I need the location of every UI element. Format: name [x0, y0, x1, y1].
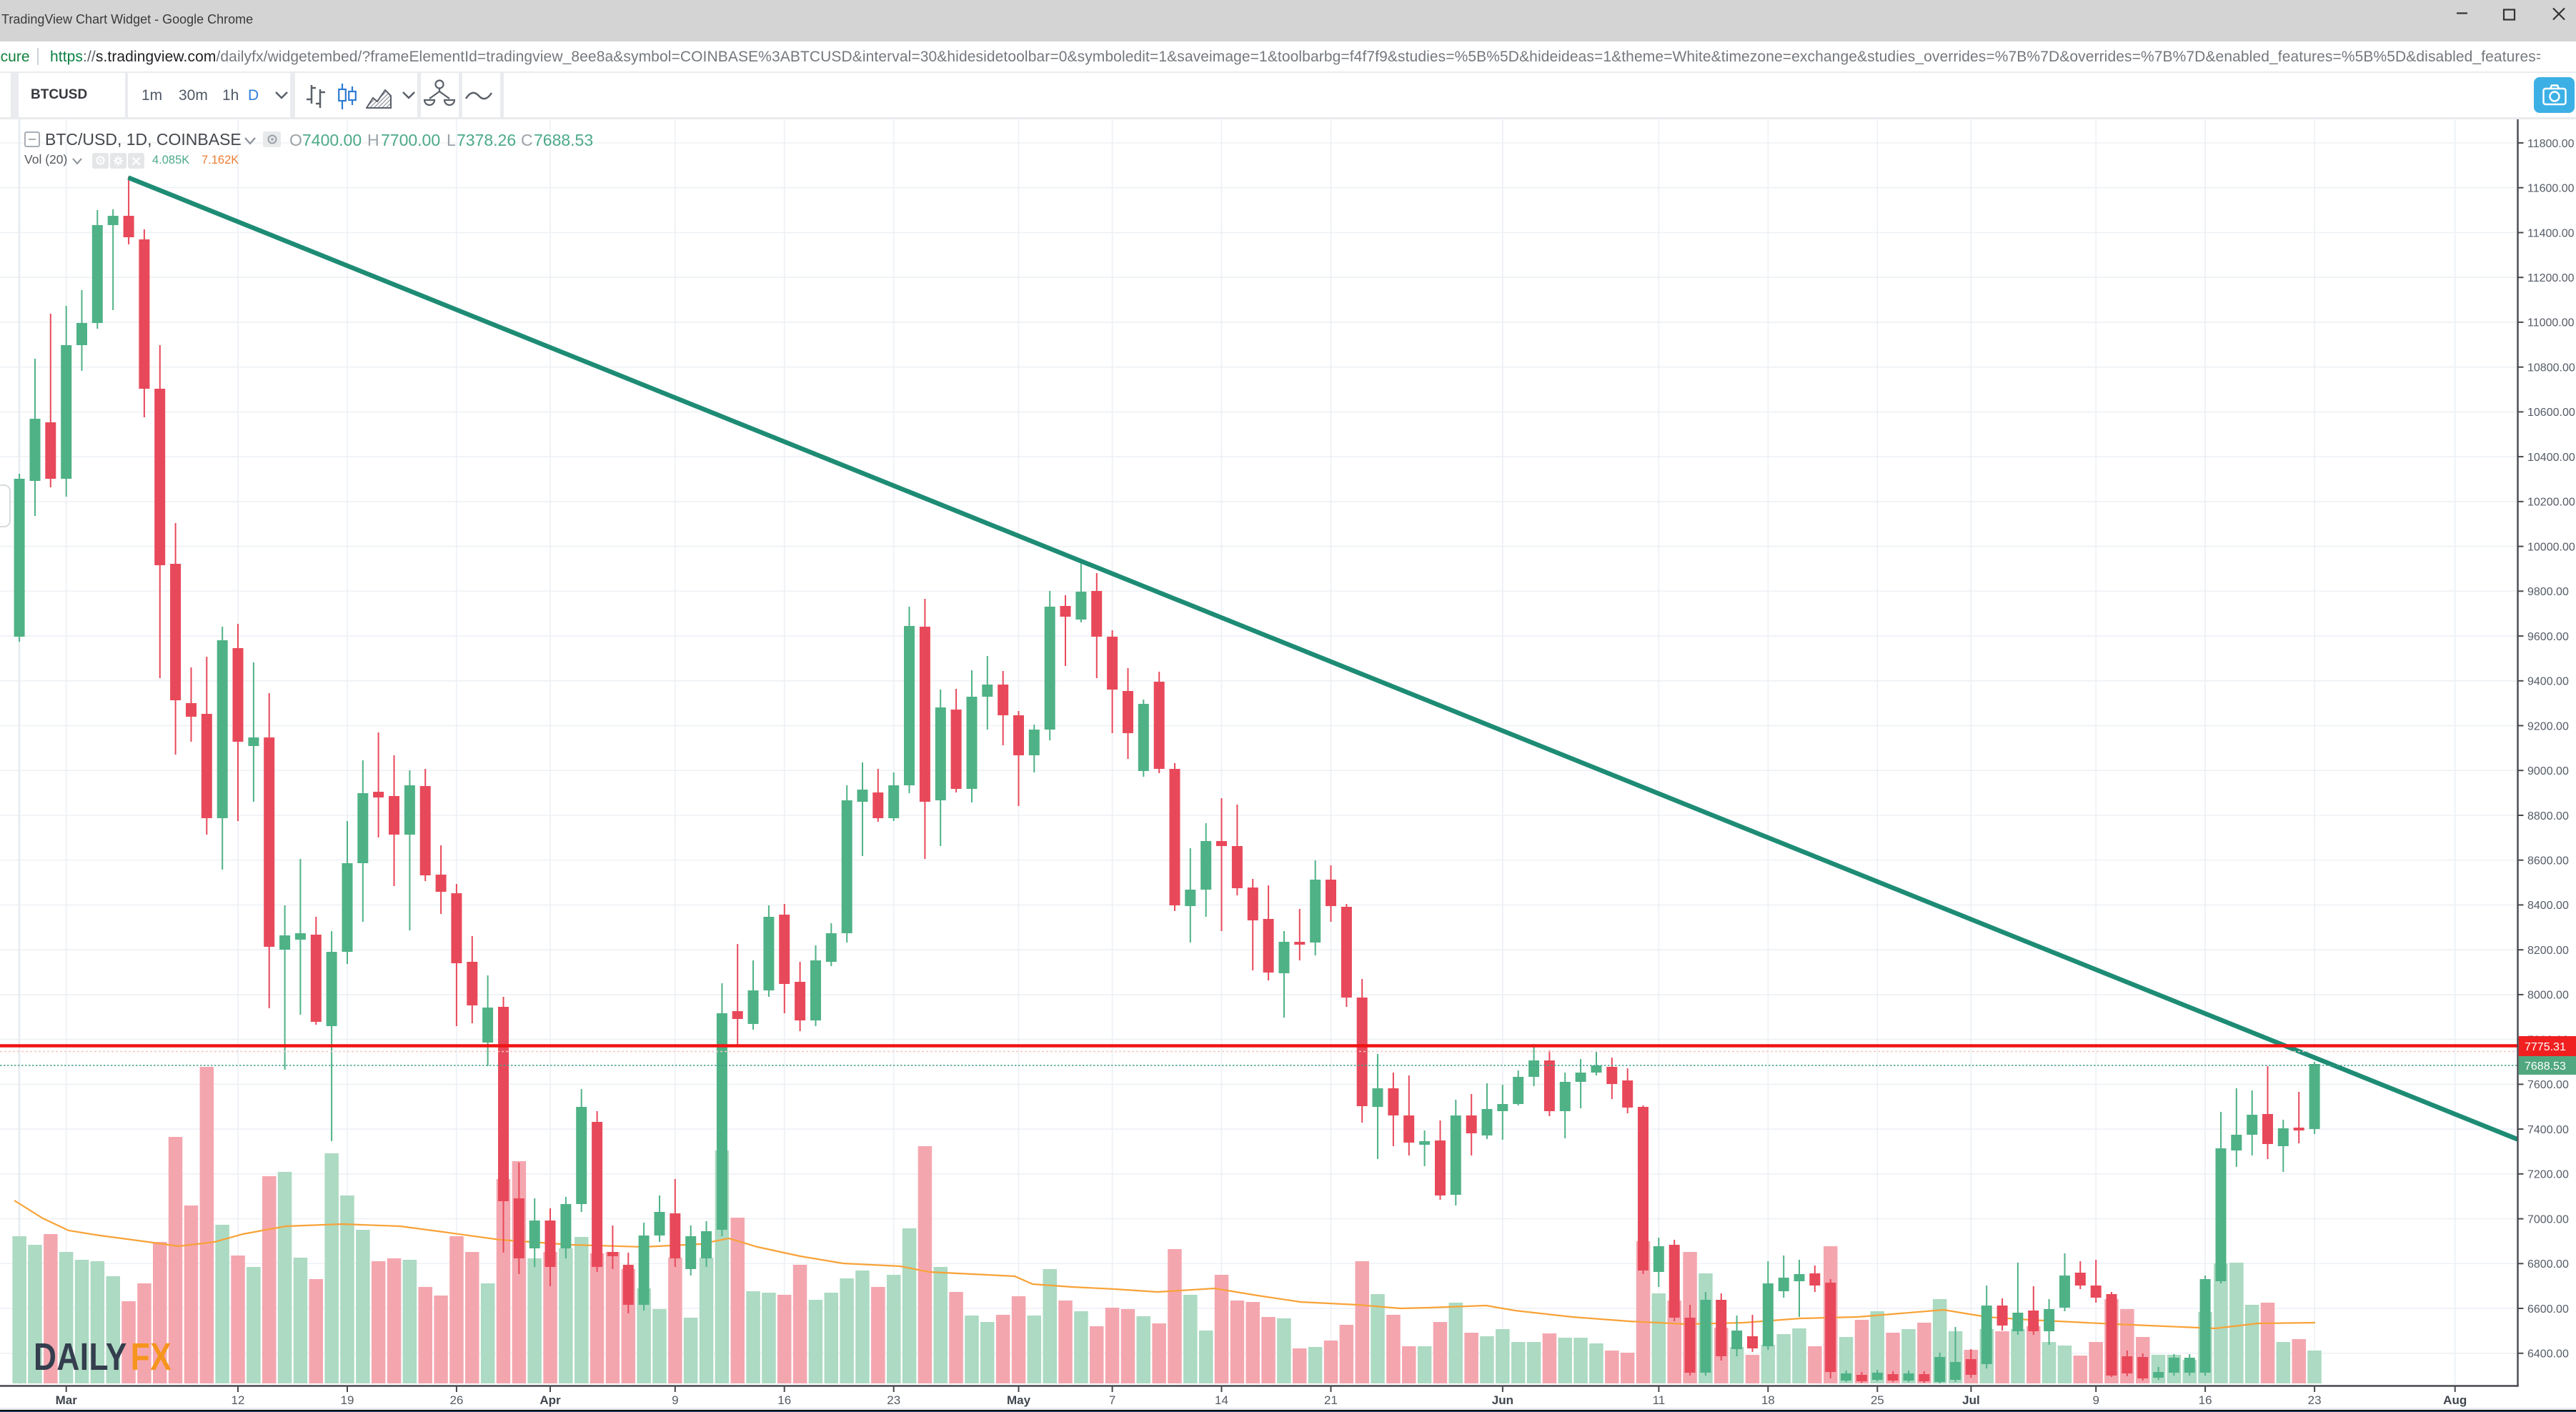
- svg-text:11800.00: 11800.00: [2527, 138, 2575, 150]
- svg-text:18: 18: [1761, 1393, 1775, 1407]
- svg-text:7000.00: 7000.00: [2527, 1213, 2569, 1225]
- svg-text:23: 23: [2308, 1393, 2322, 1407]
- svg-text:9000.00: 9000.00: [2527, 765, 2569, 777]
- svg-text:Apr: Apr: [539, 1393, 561, 1407]
- svg-text:11000.00: 11000.00: [2527, 317, 2575, 329]
- svg-text:8000.00: 8000.00: [2527, 990, 2569, 1002]
- svg-text:9600.00: 9600.00: [2527, 631, 2569, 643]
- svg-text:6600.00: 6600.00: [2527, 1303, 2569, 1316]
- svg-text:12: 12: [232, 1393, 245, 1407]
- svg-text:7400.00: 7400.00: [2527, 1124, 2569, 1136]
- svg-text:Aug: Aug: [2443, 1393, 2467, 1407]
- svg-text:9200.00: 9200.00: [2527, 720, 2569, 732]
- svg-text:11400.00: 11400.00: [2527, 227, 2575, 239]
- svg-text:7200.00: 7200.00: [2527, 1169, 2569, 1181]
- svg-text:Mar: Mar: [56, 1393, 78, 1407]
- svg-text:May: May: [1007, 1393, 1031, 1407]
- svg-text:7688.53: 7688.53: [2525, 1060, 2566, 1073]
- svg-text:10000.00: 10000.00: [2527, 541, 2575, 553]
- svg-text:19: 19: [341, 1393, 354, 1407]
- svg-text:23: 23: [887, 1393, 900, 1407]
- svg-text:9: 9: [672, 1393, 678, 1407]
- svg-text:8200.00: 8200.00: [2527, 945, 2569, 957]
- svg-text:6800.00: 6800.00: [2527, 1258, 2569, 1271]
- svg-text:16: 16: [2199, 1393, 2212, 1407]
- svg-text:7: 7: [1109, 1393, 1115, 1407]
- svg-text:8600.00: 8600.00: [2527, 855, 2569, 867]
- svg-text:21: 21: [1324, 1393, 1338, 1407]
- svg-text:8800.00: 8800.00: [2527, 810, 2569, 822]
- svg-text:11200.00: 11200.00: [2527, 272, 2575, 284]
- svg-text:10600.00: 10600.00: [2527, 407, 2575, 419]
- svg-text:Jun: Jun: [1492, 1393, 1513, 1407]
- svg-text:11: 11: [1653, 1393, 1666, 1407]
- svg-text:11600.00: 11600.00: [2527, 183, 2575, 195]
- svg-text:Jul: Jul: [1962, 1393, 1980, 1407]
- svg-text:14: 14: [1215, 1393, 1228, 1407]
- svg-text:26: 26: [449, 1393, 463, 1407]
- svg-text:9: 9: [2092, 1393, 2099, 1407]
- svg-text:10400.00: 10400.00: [2527, 452, 2575, 464]
- svg-text:10800.00: 10800.00: [2527, 362, 2575, 374]
- svg-text:9800.00: 9800.00: [2527, 586, 2569, 598]
- svg-text:9400.00: 9400.00: [2527, 676, 2569, 688]
- svg-text:7775.31: 7775.31: [2525, 1041, 2566, 1053]
- svg-text:8400.00: 8400.00: [2527, 900, 2569, 912]
- svg-text:10200.00: 10200.00: [2527, 497, 2575, 509]
- svg-text:6400.00: 6400.00: [2527, 1348, 2569, 1361]
- svg-text:16: 16: [777, 1393, 791, 1407]
- svg-text:7600.00: 7600.00: [2527, 1079, 2569, 1091]
- svg-text:25: 25: [1871, 1393, 1884, 1407]
